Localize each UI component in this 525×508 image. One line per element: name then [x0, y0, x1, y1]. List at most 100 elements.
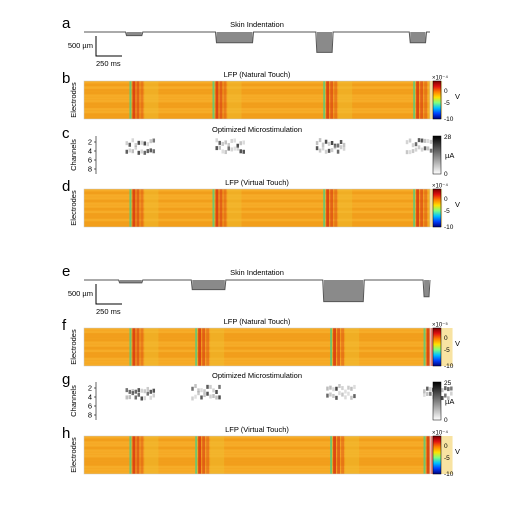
response-onset	[330, 436, 333, 474]
response-onset	[413, 189, 416, 227]
response-band	[132, 436, 136, 474]
stim-pulse	[429, 139, 433, 144]
heatmap-row	[84, 360, 430, 363]
panel-b: b LFP (Natural Touch) Electrodes ×10⁻⁴ 0 -5 -1…	[62, 70, 460, 123]
response-onset	[212, 81, 215, 119]
stim-pulse	[441, 396, 444, 401]
stim-pulse	[318, 138, 322, 143]
stim-pulse	[206, 391, 209, 396]
stim-pulse	[338, 384, 341, 389]
stim-pulse	[429, 391, 432, 396]
stim-pulse	[203, 393, 206, 398]
response-band	[337, 436, 341, 474]
stim-pulse	[411, 149, 415, 154]
colorbar	[432, 327, 442, 367]
stim-pulse	[125, 388, 129, 393]
stim-pulse	[423, 392, 426, 397]
stim-pulse	[146, 142, 150, 147]
heatmap-row	[84, 221, 430, 224]
panel-h: h LFP (Virtual Touch) Electrodes ×10⁻⁴ 0 -5 -1…	[62, 425, 460, 478]
stim-pulse	[125, 149, 129, 154]
colorbar-tick-label: 0	[444, 335, 448, 342]
stim-pulse	[191, 396, 194, 401]
stim-pulse	[333, 143, 337, 148]
response-band	[426, 328, 430, 366]
panel-title: LFP (Natural Touch)	[224, 70, 291, 79]
stim-pulse	[236, 143, 239, 148]
heatmap-row	[84, 457, 430, 461]
heatmap-row	[84, 199, 430, 203]
stim-pulse	[338, 391, 341, 396]
indentation-pulse	[192, 280, 225, 290]
y-axis-label: Electrodes	[69, 437, 78, 473]
stim-pulse	[450, 391, 453, 396]
stim-pulse	[125, 395, 129, 400]
colorbar-min-label: 0	[444, 171, 448, 178]
stim-pulse	[414, 147, 418, 152]
heatmap-row	[84, 449, 430, 452]
heatmap-row	[84, 328, 430, 331]
stim-pulse	[140, 396, 144, 401]
heatmap-row	[84, 355, 430, 358]
colorbar-tick-label: -10	[444, 363, 454, 370]
response-band	[140, 328, 144, 366]
stim-pulse	[408, 138, 412, 143]
heatmap-row	[84, 357, 430, 361]
stim-pulse	[212, 394, 215, 399]
heatmap-row	[84, 108, 430, 111]
stim-pulse	[344, 395, 347, 400]
response-band	[136, 436, 140, 474]
stim-pulse	[429, 387, 432, 392]
response-band	[215, 81, 219, 119]
panel-title: Optimized Microstimulation	[212, 125, 302, 134]
y-axis-label: Channels	[69, 385, 78, 417]
response-tail	[210, 328, 225, 366]
stim-pulse	[233, 146, 236, 151]
heatmap-row	[84, 460, 430, 463]
heatmap-row	[84, 224, 430, 227]
stim-pulse	[239, 141, 242, 146]
stim-pulse	[327, 148, 331, 153]
stim-pulse	[131, 388, 135, 393]
heatmap-row	[84, 436, 430, 439]
response-band	[219, 81, 223, 119]
heatmap-row	[84, 468, 430, 471]
stim-pulse	[318, 148, 322, 153]
response-band	[424, 81, 428, 119]
panel-letter: c	[62, 125, 70, 142]
response-tail	[227, 189, 242, 227]
heatmap-row	[84, 446, 430, 450]
stim-pulse	[332, 393, 335, 398]
response-band	[330, 81, 334, 119]
stim-pulse	[405, 140, 409, 145]
stim-pulse	[417, 138, 421, 143]
response-tail	[345, 436, 360, 474]
stim-pulse	[209, 384, 212, 389]
colorbar-unit: V	[455, 92, 460, 101]
scale-bar-x-label: 250 ms	[96, 59, 121, 68]
indentation-pulse	[126, 32, 142, 36]
stim-pulse	[329, 392, 332, 397]
stim-pulse	[336, 143, 340, 148]
response-tail	[438, 436, 453, 474]
heatmap-row	[84, 191, 430, 195]
response-onset	[423, 328, 426, 366]
heatmap-row	[84, 89, 430, 92]
stim-pulse	[221, 141, 224, 146]
stim-pulse	[429, 148, 433, 153]
response-tail	[144, 436, 159, 474]
stim-pulse	[143, 141, 147, 146]
heatmap-frame	[83, 80, 431, 120]
heatmap-row	[84, 338, 430, 342]
heatmap-row	[84, 105, 430, 108]
stim-pulse	[420, 147, 424, 152]
stim-pulse	[326, 386, 329, 391]
y-tick-label: 2	[88, 138, 92, 147]
heatmap-row	[84, 100, 430, 103]
stim-pulse	[353, 384, 356, 389]
stim-pulse	[218, 145, 221, 150]
panel-title: LFP (Virtual Touch)	[225, 178, 289, 187]
colorbar-unit: V	[455, 447, 460, 456]
heatmap-row	[84, 83, 430, 87]
